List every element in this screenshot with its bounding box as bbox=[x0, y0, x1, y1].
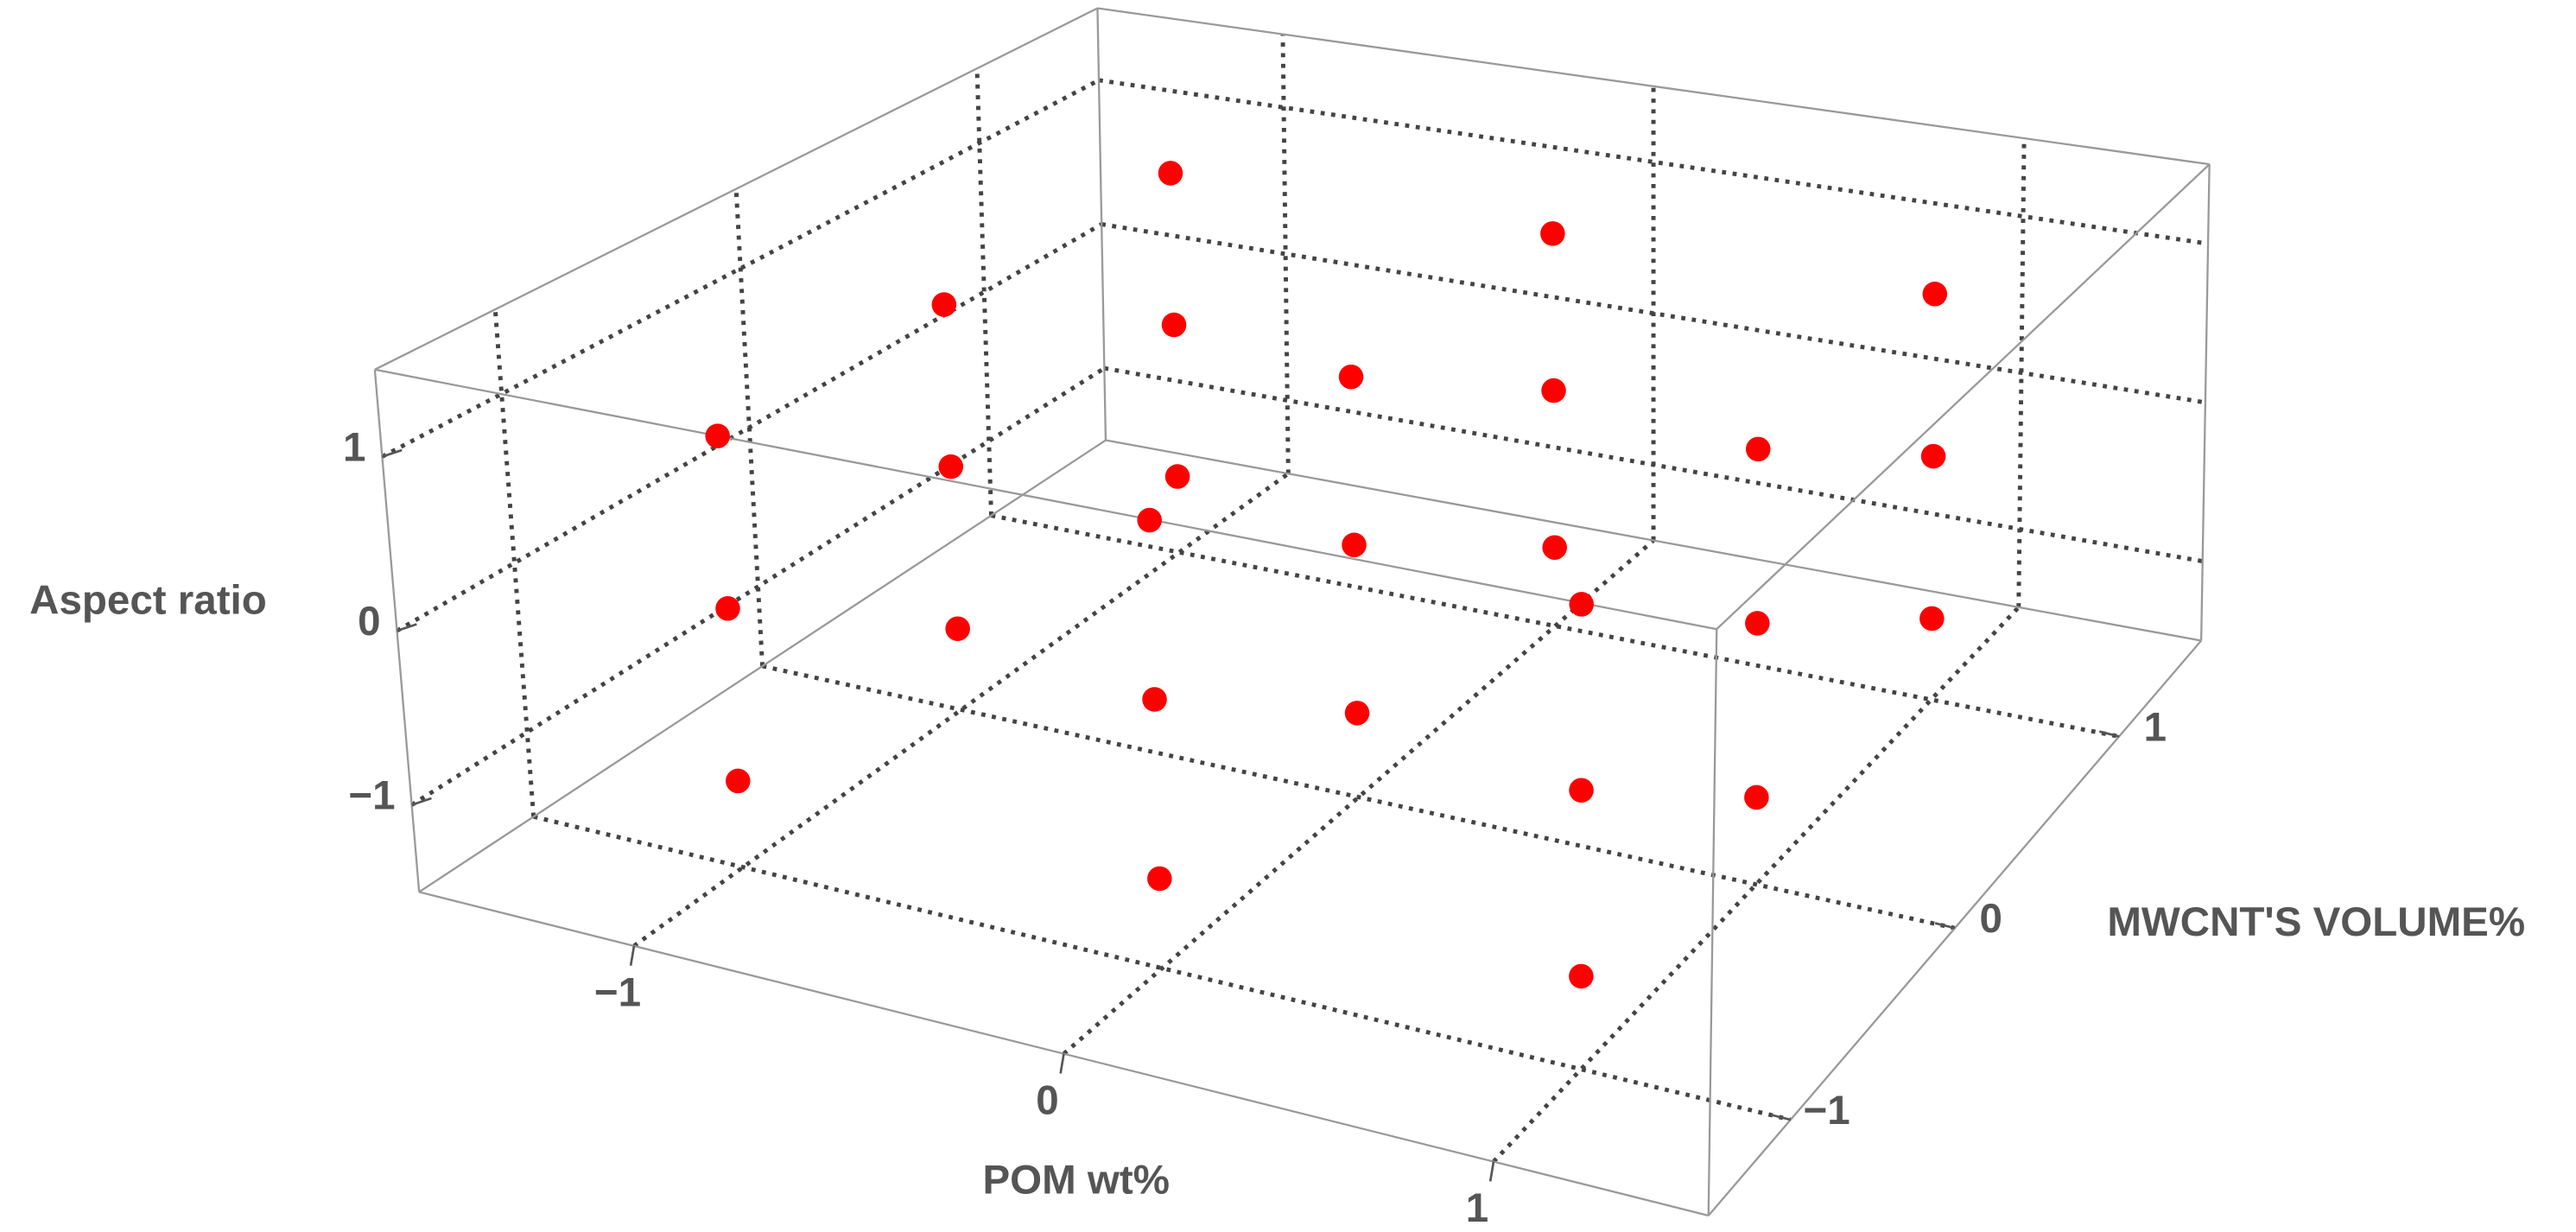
point bbox=[1158, 161, 1183, 186]
box-edge bbox=[1097, 7, 2210, 166]
grid-line bbox=[381, 78, 1101, 459]
point bbox=[1745, 611, 1770, 636]
point bbox=[726, 768, 751, 794]
point bbox=[938, 454, 964, 479]
point bbox=[1541, 378, 1566, 403]
point bbox=[1744, 784, 1769, 810]
x-tick bbox=[1488, 1161, 1495, 1182]
box-edge bbox=[374, 368, 1717, 631]
point bbox=[705, 423, 730, 448]
y-tick bbox=[1934, 922, 1956, 930]
point bbox=[1542, 535, 1567, 560]
point bbox=[1569, 963, 1594, 989]
point bbox=[715, 596, 740, 621]
box-edge bbox=[1105, 439, 2202, 642]
z-tick bbox=[381, 448, 403, 458]
x-tick-label: 1 bbox=[1466, 1185, 1488, 1231]
point bbox=[1569, 778, 1594, 803]
point bbox=[1920, 443, 1946, 469]
grid-line bbox=[1280, 34, 1291, 474]
z-tick-label: 1 bbox=[343, 425, 365, 471]
z-axis-label: Aspect ratio bbox=[29, 577, 267, 623]
grid-line bbox=[533, 814, 1792, 1122]
grid-line bbox=[1103, 365, 2204, 564]
box-edge bbox=[418, 439, 1107, 893]
grid-line bbox=[410, 366, 1106, 807]
box-edge bbox=[1096, 8, 1107, 441]
point bbox=[1342, 532, 1367, 558]
point bbox=[1142, 687, 1167, 712]
point bbox=[1922, 282, 1948, 307]
point bbox=[1919, 606, 1945, 632]
x-tick bbox=[629, 945, 636, 966]
y-tick-label: 0 bbox=[1980, 896, 2002, 942]
grid-line bbox=[762, 664, 1956, 930]
y-tick bbox=[2098, 730, 2120, 738]
point bbox=[1344, 701, 1370, 726]
point bbox=[1161, 312, 1187, 338]
x-tick bbox=[1059, 1053, 1065, 1074]
y-tick-label: −1 bbox=[1804, 1088, 1850, 1134]
z-tick bbox=[397, 623, 417, 632]
box-edge bbox=[374, 7, 1098, 371]
box-edge bbox=[1707, 629, 1718, 1216]
point bbox=[1569, 592, 1594, 617]
x-tick-label: 0 bbox=[1036, 1077, 1058, 1123]
y-axis-label: MWCNT'S VOLUME% bbox=[2107, 899, 2525, 945]
point bbox=[1745, 436, 1771, 462]
y-tick-label: 1 bbox=[2144, 704, 2167, 750]
point bbox=[1137, 507, 1162, 533]
grid-line bbox=[396, 222, 1103, 633]
y-tick bbox=[1770, 1114, 1792, 1121]
z-tick-label: 0 bbox=[358, 599, 380, 645]
x-axis-label: POM wt% bbox=[982, 1158, 1169, 1203]
point bbox=[931, 292, 957, 317]
point bbox=[1164, 464, 1190, 489]
box-edge bbox=[1716, 163, 2211, 631]
grid-line bbox=[1101, 222, 2206, 405]
point bbox=[1540, 221, 1565, 246]
point bbox=[945, 616, 970, 641]
point bbox=[1338, 364, 1364, 390]
box-edge bbox=[2200, 164, 2211, 641]
z-tick-label: −1 bbox=[348, 773, 395, 819]
z-tick bbox=[411, 797, 432, 806]
grid-line bbox=[1062, 538, 1655, 1056]
x-tick-label: −1 bbox=[594, 969, 641, 1015]
point bbox=[1147, 866, 1172, 892]
